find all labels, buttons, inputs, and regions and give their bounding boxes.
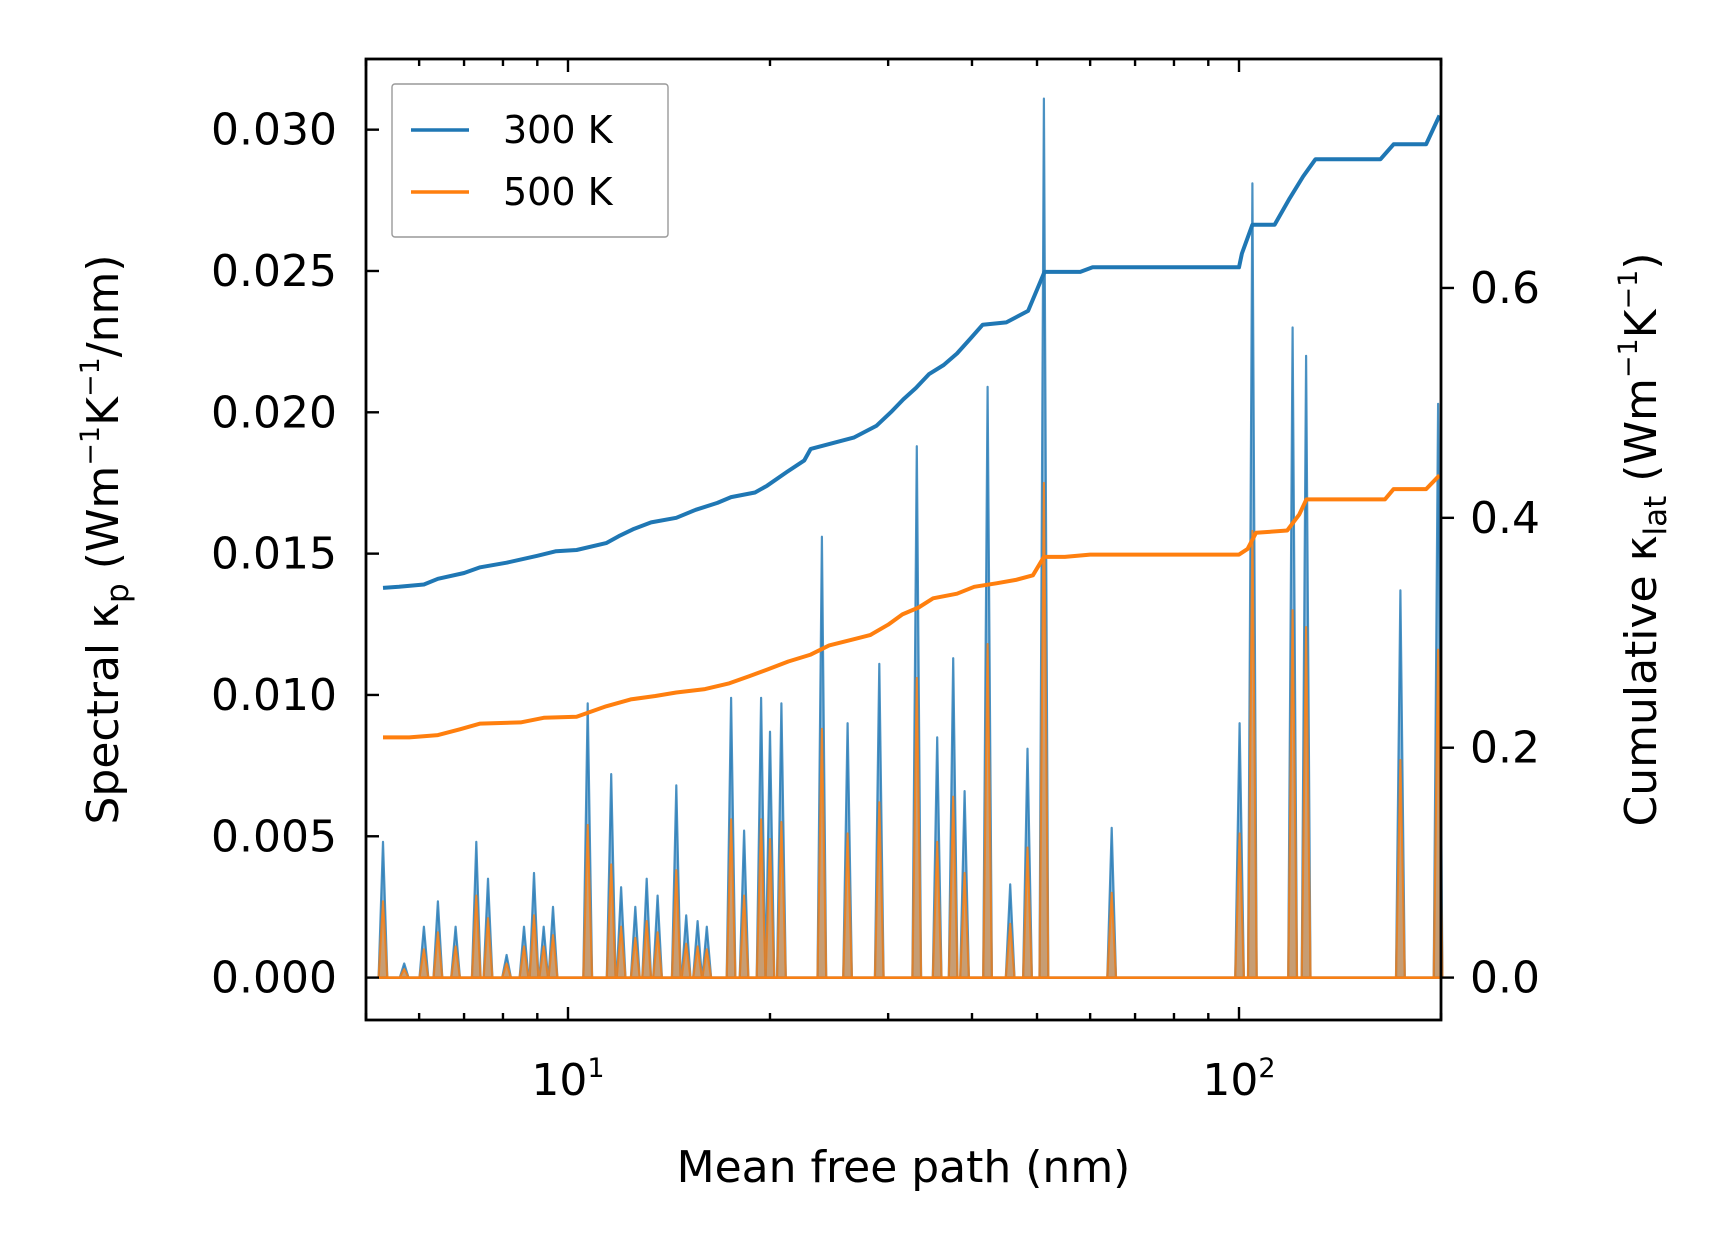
- cumulative-line-layer: [382, 114, 1442, 740]
- y-left-tick-label: 0.005: [211, 811, 337, 862]
- plot-frame: [364, 57, 1443, 1022]
- x-tick-base: 10: [1202, 1055, 1258, 1106]
- axis-title-part: lat: [1638, 496, 1674, 536]
- x-tick-exponent: 1: [587, 1053, 604, 1084]
- axis-title-part: −1: [75, 426, 106, 466]
- x-tick-label: 102: [1202, 1053, 1275, 1106]
- axis-title-part: /nm): [78, 254, 129, 357]
- axis-title-part: (Wm: [1616, 378, 1667, 496]
- axis-title-part: −1: [75, 357, 106, 397]
- y-left-tick-label: 0.000: [211, 953, 337, 1004]
- y-right-tick-label: 0.4: [1470, 493, 1540, 544]
- left-y-axis-title: Spectral κp (Wm−1K−1/nm): [75, 254, 136, 824]
- y-left-tick-label: 0.010: [211, 670, 337, 721]
- x-axis-title: Mean free path (nm): [677, 1142, 1131, 1193]
- x-tick-label: 101: [531, 1053, 604, 1106]
- axis-title-part: −1: [1613, 338, 1644, 378]
- axis-title-part: ): [1616, 252, 1667, 269]
- axis-title-part: Spectral κ: [78, 603, 129, 825]
- legend-box: [391, 83, 669, 238]
- axis-title-part: Cumulative κ: [1616, 535, 1667, 826]
- right-y-axis-title: Cumulative κlat (Wm−1K−1): [1613, 252, 1674, 826]
- axis-title-part: K: [1616, 308, 1667, 338]
- y-left-tick-label: 0.020: [211, 387, 337, 438]
- spectral-line-300k: [377, 97, 1444, 979]
- cumulative-line-500k: [383, 473, 1441, 740]
- axis-title-part: K: [78, 396, 129, 426]
- axis-tick-labels: 0.000 0.005 0.010 0.015 0.020 0.025 0.030 0.0 0.…: [211, 105, 1540, 1106]
- legend: 300 K 500 K: [391, 83, 669, 238]
- spectral-line-layer: [377, 97, 1444, 979]
- cumulative-line-300k: [382, 114, 1442, 590]
- spectral-line-500k: [377, 481, 1444, 979]
- y-left-tick-label: 0.030: [211, 105, 337, 156]
- y-right-tick-label: 0.2: [1470, 723, 1540, 774]
- legend-label-300k: 300 K: [503, 108, 614, 152]
- axis-title-part: p: [100, 583, 136, 603]
- y-left-tick-label: 0.025: [211, 246, 337, 297]
- axis-title-part: −1: [1613, 270, 1644, 310]
- y-left-tick-label: 0.015: [211, 529, 337, 580]
- x-tick-base: 10: [531, 1055, 587, 1106]
- axis-ticks: [364, 59, 1454, 1020]
- legend-label-500k: 500 K: [503, 170, 614, 214]
- axis-title-part: (Wm: [78, 466, 129, 584]
- x-tick-exponent: 2: [1258, 1053, 1275, 1084]
- y-right-tick-label: 0.6: [1470, 263, 1540, 314]
- y-right-tick-label: 0.0: [1470, 953, 1540, 1004]
